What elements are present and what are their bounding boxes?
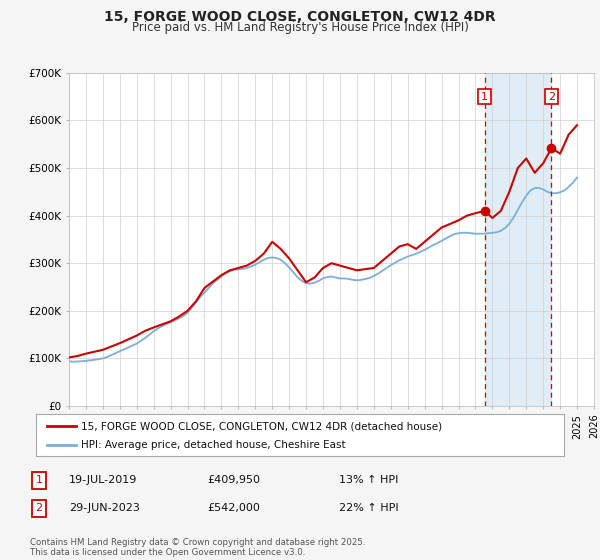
Text: £542,000: £542,000 (207, 503, 260, 514)
Text: 29-JUN-2023: 29-JUN-2023 (69, 503, 140, 514)
Text: £409,950: £409,950 (207, 475, 260, 486)
Text: 2: 2 (35, 503, 43, 514)
Bar (485, 73, 551, 406)
Text: 1: 1 (481, 92, 488, 101)
Text: 1: 1 (35, 475, 43, 486)
Text: 15, FORGE WOOD CLOSE, CONGLETON, CW12 4DR (detached house): 15, FORGE WOOD CLOSE, CONGLETON, CW12 4D… (81, 421, 442, 431)
Text: Price paid vs. HM Land Registry's House Price Index (HPI): Price paid vs. HM Land Registry's House … (131, 21, 469, 34)
Text: 2: 2 (548, 92, 555, 101)
Text: Contains HM Land Registry data © Crown copyright and database right 2025.
This d: Contains HM Land Registry data © Crown c… (30, 538, 365, 557)
Text: 19-JUL-2019: 19-JUL-2019 (69, 475, 137, 486)
Text: 22% ↑ HPI: 22% ↑ HPI (339, 503, 398, 514)
Text: HPI: Average price, detached house, Cheshire East: HPI: Average price, detached house, Ches… (81, 440, 346, 450)
Text: 13% ↑ HPI: 13% ↑ HPI (339, 475, 398, 486)
Text: 15, FORGE WOOD CLOSE, CONGLETON, CW12 4DR: 15, FORGE WOOD CLOSE, CONGLETON, CW12 4D… (104, 10, 496, 24)
